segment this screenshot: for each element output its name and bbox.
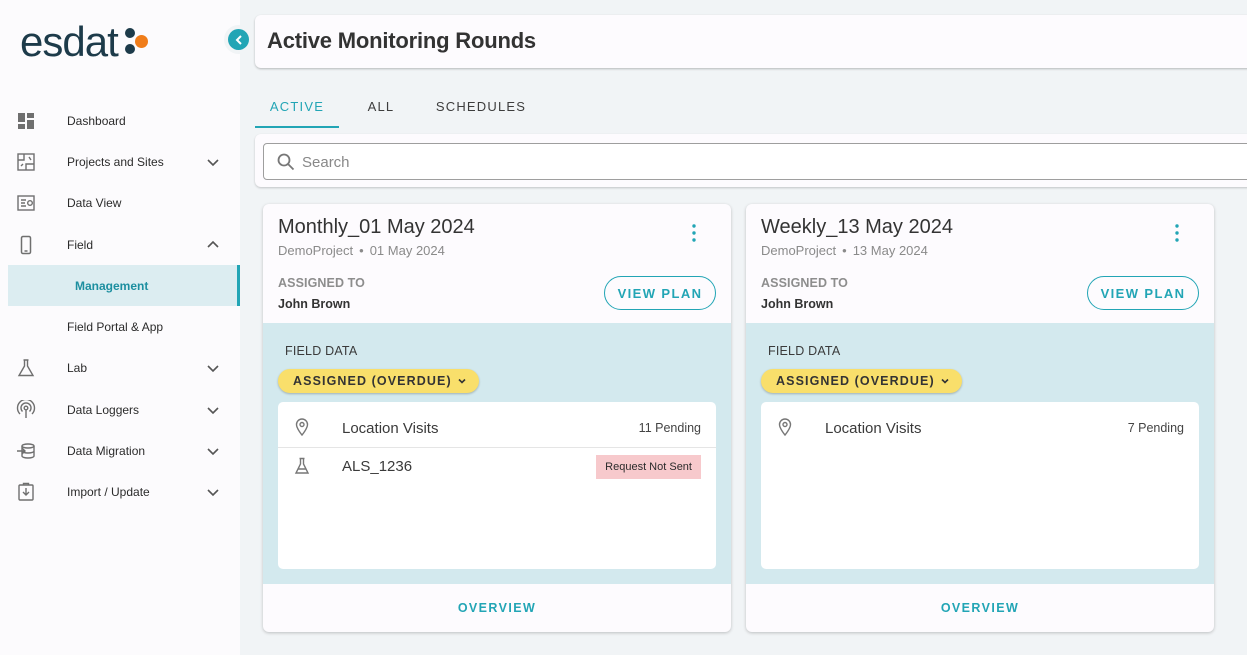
- sidebar-item-label: Field Portal & App: [67, 320, 164, 335]
- dashboard-icon: [18, 112, 34, 129]
- list-item[interactable]: Location Visits 7 Pending: [761, 409, 1199, 447]
- sidebar-item-data-loggers[interactable]: Data Loggers: [0, 389, 240, 430]
- sidebar-item-management[interactable]: Management: [8, 265, 240, 307]
- sidebar-item-import-update[interactable]: Import / Update: [0, 472, 240, 513]
- sidebar-item-data-view[interactable]: Data View: [0, 183, 240, 224]
- tab-bar: ACTIVE ALL SCHEDULES: [255, 85, 539, 128]
- list-item[interactable]: ALS_1236 Request Not Sent: [278, 447, 716, 485]
- list-item-name: ALS_1236: [342, 458, 413, 475]
- sidebar-item-label: Data Loggers: [67, 402, 140, 417]
- search-box[interactable]: [263, 143, 1247, 180]
- assigned-to-name: John Brown: [761, 297, 834, 311]
- chevron-down-icon: [207, 448, 219, 456]
- card-date: 01 May 2024: [369, 243, 445, 258]
- card-subtitle: DemoProject • 13 May 2024: [761, 243, 928, 258]
- map-icon: [17, 153, 35, 171]
- mobile-icon: [20, 235, 32, 254]
- card-subtitle: DemoProject • 01 May 2024: [278, 243, 445, 258]
- tab-schedules[interactable]: SCHEDULES: [435, 99, 527, 114]
- migration-icon: [17, 443, 35, 459]
- sidebar: esdat Dashboard Projects and Sites Data …: [0, 0, 240, 655]
- more-vert-icon[interactable]: [1170, 222, 1184, 244]
- monitoring-round-card: Weekly_13 May 2024 DemoProject • 13 May 20…: [746, 204, 1214, 632]
- view-plan-button[interactable]: VIEW PLAN: [1087, 276, 1199, 310]
- chevron-down-icon: [207, 407, 219, 414]
- assigned-to-label: ASSIGNED TO: [761, 276, 848, 290]
- card-title: Monthly_01 May 2024: [278, 216, 475, 238]
- monitoring-round-card: Monthly_01 May 2024 DemoProject • 01 May 2…: [263, 204, 731, 632]
- location-pin-icon: [295, 418, 309, 436]
- location-pin-icon: [778, 418, 792, 436]
- sidebar-nav: Dashboard Projects and Sites Data View F…: [0, 100, 240, 513]
- field-data-list: Location Visits 7 Pending: [761, 402, 1199, 569]
- assigned-to-label: ASSIGNED TO: [278, 276, 365, 290]
- chevron-down-icon: [207, 159, 219, 167]
- card-project: DemoProject: [278, 243, 354, 258]
- chevron-up-icon: [207, 240, 219, 248]
- chevron-down-icon: [458, 378, 466, 384]
- chevron-left-icon: [235, 34, 242, 45]
- overview-button[interactable]: OVERVIEW: [457, 601, 537, 615]
- field-data-label: FIELD DATA: [768, 344, 841, 358]
- field-data-section: FIELD DATA ASSIGNED (OVERDUE) Location V…: [263, 323, 731, 584]
- list-item[interactable]: Location Visits 11 Pending: [278, 409, 716, 447]
- page-header: Active Monitoring Rounds: [255, 15, 1247, 68]
- card-project: DemoProject: [761, 243, 837, 258]
- overview-button[interactable]: OVERVIEW: [940, 601, 1020, 615]
- card-title: Weekly_13 May 2024: [761, 216, 953, 238]
- field-data-section: FIELD DATA ASSIGNED (OVERDUE) Location V…: [746, 323, 1214, 584]
- status-dropdown[interactable]: ASSIGNED (OVERDUE): [278, 369, 479, 393]
- tab-active[interactable]: ACTIVE: [255, 85, 339, 128]
- sidebar-item-data-migration[interactable]: Data Migration: [0, 430, 240, 471]
- sidebar-item-field-portal-and-app[interactable]: Field Portal & App: [0, 306, 240, 347]
- collapse-sidebar-button[interactable]: [228, 29, 249, 50]
- sidebar-item-label: Data Migration: [67, 444, 146, 459]
- sidebar-item-lab[interactable]: Lab: [0, 348, 240, 389]
- sidebar-item-label: Dashboard: [67, 113, 126, 128]
- list-item-name: Location Visits: [825, 420, 922, 437]
- more-vert-icon[interactable]: [687, 222, 701, 244]
- sidebar-item-label: Projects and Sites: [67, 154, 164, 169]
- flask-icon: [294, 457, 310, 474]
- pending-count: 7 Pending: [1127, 421, 1184, 435]
- pending-count: 11 Pending: [638, 421, 701, 435]
- data-view-icon: [17, 195, 35, 211]
- sidebar-item-label: Import / Update: [67, 485, 150, 500]
- sidebar-item-label: Lab: [67, 361, 88, 376]
- search-panel: [255, 134, 1247, 187]
- status-badge: Request Not Sent: [596, 455, 701, 479]
- list-item-name: Location Visits: [342, 420, 439, 437]
- import-icon: [18, 483, 34, 502]
- status-dropdown[interactable]: ASSIGNED (OVERDUE): [761, 369, 962, 393]
- antenna-icon: [16, 399, 36, 418]
- chevron-down-icon: [207, 489, 219, 497]
- esdat-logo[interactable]: esdat: [20, 18, 152, 66]
- search-icon: [277, 153, 295, 171]
- chevron-down-icon: [207, 365, 219, 373]
- field-data-list: Location Visits 11 Pending ALS_1236 Requ…: [278, 402, 716, 569]
- page-title: Active Monitoring Rounds: [267, 28, 536, 53]
- logo-mark-icon: [122, 22, 152, 62]
- field-data-label: FIELD DATA: [285, 344, 358, 358]
- status-label: ASSIGNED (OVERDUE): [293, 374, 452, 388]
- flask-icon: [17, 359, 35, 377]
- sidebar-item-field[interactable]: Field: [0, 224, 240, 265]
- logo-text: esdat: [20, 18, 119, 65]
- tab-all[interactable]: ALL: [367, 99, 395, 114]
- sidebar-item-projects-and-sites[interactable]: Projects and Sites: [0, 141, 240, 182]
- sidebar-item-label: Management: [75, 278, 149, 293]
- sidebar-item-label: Field: [67, 237, 94, 252]
- status-label: ASSIGNED (OVERDUE): [776, 374, 935, 388]
- assigned-to-name: John Brown: [278, 297, 351, 311]
- sidebar-item-dashboard[interactable]: Dashboard: [0, 100, 240, 141]
- chevron-down-icon: [941, 378, 949, 384]
- search-input[interactable]: [302, 150, 1202, 174]
- view-plan-button[interactable]: VIEW PLAN: [604, 276, 716, 310]
- card-date: 13 May 2024: [852, 243, 928, 258]
- sidebar-item-label: Data View: [67, 196, 122, 211]
